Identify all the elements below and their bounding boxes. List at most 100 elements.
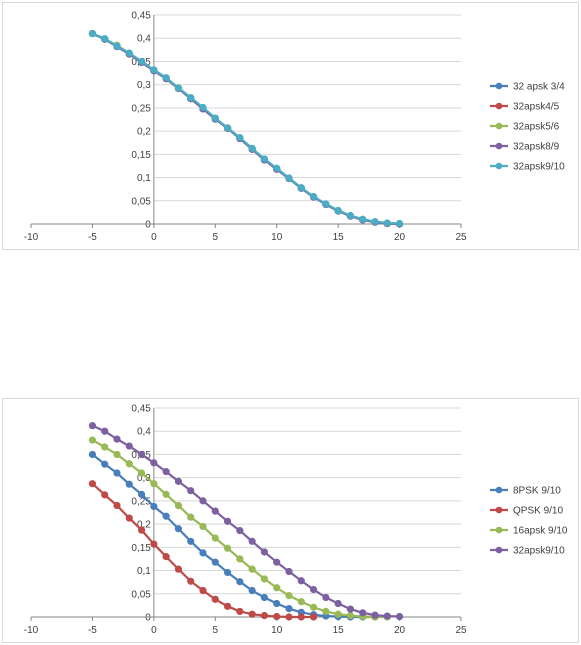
chart-1-y-tick-label: 0 [145,220,151,231]
chart-2-legend-marker [495,506,503,514]
chart-2-data-point [260,548,269,556]
chart-1-data-point [346,212,355,220]
chart-2-legend-marker [495,546,503,554]
chart-2-y-tick-label: 0,05 [131,589,151,600]
chart-2-legend-marker [495,526,503,534]
chart-1-y-tick-label: 0,25 [131,103,151,114]
chart-1-x-tick-label: 5 [213,232,219,243]
chart-2-data-point [273,584,281,592]
chart-1-legend-label: 32apsk5/6 [513,122,560,133]
chart-2-data-point [174,477,183,485]
chart-1-x-tick-label: 20 [394,232,406,243]
chart-2-data-point [236,578,244,586]
chart-2-data-point [88,480,97,488]
chart-2-data-point [236,607,244,616]
chart-2-data-point [187,487,195,495]
chart-1-data-point [187,94,195,102]
chart-2-data-point [223,602,232,610]
chart-1-legend-label: 32apsk8/9 [513,142,560,153]
chart-1-data-point [162,74,170,82]
chart-2-data-point [248,565,256,573]
chart-2-data-point [223,568,232,577]
chart-2-data-point [88,436,97,444]
chart-2-data-point [260,575,269,583]
chart-2-y-tick-label: 0,25 [131,496,151,507]
chart-2-data-point [359,609,367,617]
chart-2-data-point [187,537,195,545]
chart-2-y-tick-label: 0,15 [131,543,151,554]
chart-2-data-point [211,595,219,603]
chart-2-data-point [285,567,293,576]
chart-2-data-point [260,593,269,602]
chart-2-data-point [199,586,207,595]
chart-1-svg: 00,050,10,150,20,250,30,350,40,45-10-505… [24,11,565,244]
chart-1-legend-marker [495,102,503,110]
chart-2-data-point [309,585,318,594]
chart-2-data-point [211,507,219,515]
chart-2-y-tick-label: 0,1 [137,566,151,577]
chart-2-y-tick-label: 0,3 [137,473,151,484]
chart-2-y-tick-label: 0 [145,613,151,624]
chart-2-data-point [371,611,379,619]
chart-1-data-point [248,144,256,152]
chart-2-data-point [223,517,232,525]
chart-1-data-point [395,219,404,228]
chart-2-data-point [125,514,133,522]
chart-2-data-point [88,422,97,430]
chart-2-x-tick-label: -5 [88,625,97,636]
chart-1-legend-label: 32 apsk 3/4 [513,82,565,93]
chart-2-data-point [199,497,207,505]
chart-2-data-point [211,558,219,566]
chart-2-data-point [162,468,170,476]
chart-1-x-tick-label: -5 [88,232,97,243]
chart-1-data-point [211,114,219,122]
chart-2-data-point [309,613,318,621]
chart-2-data-point [322,593,330,602]
chart-2-data-point [187,513,195,521]
chart-2-data-point [113,450,121,459]
chart-2-data-point [273,558,281,566]
chart-1-legend-marker [495,142,503,150]
chart-1-data-point [359,215,367,223]
chart-2-data-point [101,443,109,451]
chart-2-data-point [346,605,355,613]
chart-2-x-tick-label: 25 [455,625,467,636]
chart-2-x-tick-label: 15 [333,625,345,636]
chart-2-data-point [101,491,109,499]
chart-1-x-tick-label: 10 [271,232,283,243]
chart-2-x-tick-label: 10 [271,625,283,636]
chart-1-legend-marker [495,162,503,170]
chart-2-data-point [150,459,158,467]
chart-1-y-tick-label: 0,3 [137,80,151,91]
chart-2-data-point [309,603,318,611]
chart-2-data-point [199,522,207,531]
chart-2-y-tick-label: 0,45 [131,404,151,415]
chart-2-data-point [113,469,121,477]
chart-2: 00,050,10,150,20,250,30,350,40,45-10-505… [2,398,579,643]
chart-2-data-point [383,612,391,620]
chart-2-data-point [137,526,146,534]
chart-1-data-point [125,49,133,57]
chart-2-data-point [248,610,256,618]
chart-2-data-point [137,490,146,498]
chart-2-data-point [273,599,281,608]
chart-2-legend-label: 32apsk9/10 [513,546,565,557]
chart-1-data-point [88,29,97,38]
chart-2-x-tick-label: -10 [24,625,39,636]
chart-1-data-point [236,134,244,142]
chart-2-data-point [236,527,244,535]
chart-2-data-point [260,612,269,620]
chart-2-data-point [150,502,158,511]
chart-1-data-point [174,84,183,92]
chart-2-data-point [137,469,146,477]
chart-2-x-tick-label: 5 [213,625,219,636]
chart-2-data-point [334,610,342,618]
chart-2-data-point [174,565,183,573]
chart-2-data-point [346,612,355,620]
chart-1-data-point [383,219,391,227]
chart-1-data-point [322,200,330,208]
chart-2-data-point [88,450,97,459]
chart-2-y-tick-label: 0,2 [137,520,151,531]
chart-2-data-point [285,605,293,613]
chart-2-data-point [395,612,404,621]
